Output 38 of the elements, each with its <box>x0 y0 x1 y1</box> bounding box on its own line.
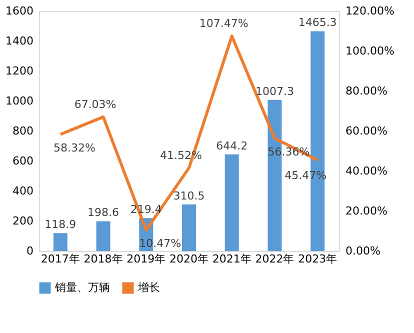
x-tick-label: 2022年 <box>255 252 294 266</box>
data-label: 1007.3 <box>255 84 294 98</box>
data-label: 644.2 <box>216 139 248 152</box>
x-tick-label: 2021年 <box>212 252 252 266</box>
y-tick-label: 1400 <box>6 34 34 48</box>
bar <box>53 233 68 251</box>
x-tick-label: 2020年 <box>170 252 208 266</box>
y-tick-label: 600 <box>12 154 34 168</box>
x-tick-label: 2019年 <box>126 252 166 266</box>
y2-tick-label: 20.00% <box>346 204 388 218</box>
y2-tick-label: 120.00% <box>346 4 394 18</box>
y-tick-label: 1600 <box>6 4 34 18</box>
y2-tick-label: 80.00% <box>346 84 388 98</box>
data-label: 107.47% <box>199 17 248 30</box>
legend-label: 销量、万辆 <box>54 281 110 294</box>
data-label: 198.6 <box>88 206 120 220</box>
y2-tick-label: 100.00% <box>346 44 394 58</box>
y-tick-label: 0 <box>26 244 34 258</box>
y2-tick-label: 60.00% <box>346 124 388 138</box>
data-label: 67.03% <box>74 98 116 111</box>
bar <box>96 221 110 251</box>
y-tick-label: 1000 <box>6 94 34 108</box>
y2-tick-label: 0.00% <box>346 244 380 258</box>
y-tick-label: 1200 <box>6 64 34 78</box>
x-tick-label: 2017年 <box>40 252 80 266</box>
data-label: 310.5 <box>173 189 205 202</box>
x-tick-label: 2018年 <box>84 252 123 266</box>
y-tick-label: 400 <box>12 184 34 198</box>
legend-label: 增长 <box>137 281 160 294</box>
y-tick-label: 800 <box>12 124 34 138</box>
data-label: 118.9 <box>44 218 76 232</box>
y-tick-label: 200 <box>12 214 34 228</box>
data-label: 1465.3 <box>298 16 337 30</box>
y2-tick-label: 40.00% <box>346 164 388 178</box>
data-label: 58.32% <box>53 141 96 154</box>
x-tick-label: 2023年 <box>298 252 338 266</box>
bar <box>224 154 239 251</box>
bar <box>182 204 196 251</box>
